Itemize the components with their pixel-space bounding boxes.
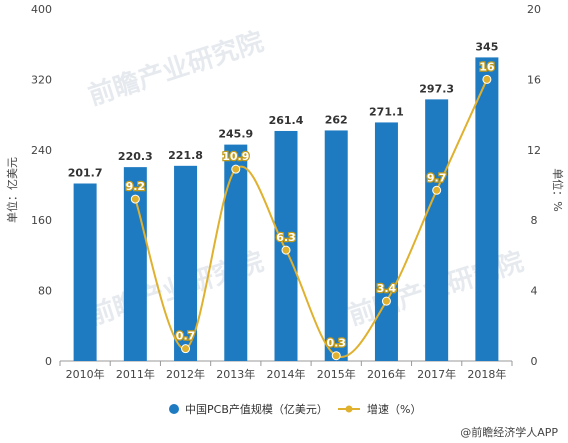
line-value-label: 9.7 [427,171,447,184]
bar [224,144,248,361]
y-tick-label: 240 [31,144,52,157]
x-tick-label: 2011年 [116,367,155,381]
line-point [231,164,241,174]
line-value-label: 3.4 [377,282,397,295]
line-point [181,344,191,354]
bar [374,122,398,361]
x-tick-label: 2014年 [267,367,306,381]
y2-tick-label: 4 [531,285,538,298]
bar [174,165,198,361]
y2-tick-label: 8 [531,214,538,227]
legend-bar-label: 中国PCB产值规模（亿美元） [185,402,328,416]
y-tick-label: 80 [38,285,52,298]
line-point [482,74,492,84]
line-point [381,296,391,306]
line-value-label: 6.3 [276,231,296,244]
watermark: 前瞻产业研究院 前瞻产业研究院 前瞻产业研究院 [85,26,528,332]
x-tick-label: 2012年 [166,367,205,381]
legend-line-marker [345,405,353,413]
bar-value-label: 261.4 [269,114,304,127]
bar [73,183,97,361]
x-tick-label: 2017年 [417,367,456,381]
watermark-text-1: 前瞻产业研究院 [85,26,268,112]
bar-series [73,57,499,362]
line-value-label: 16 [479,60,495,73]
x-tick-label: 2018年 [467,367,506,381]
source-credit: @前瞻经济学人APP [460,425,558,439]
legend-bar-swatch [169,404,179,414]
y-tick-label: 400 [31,3,52,16]
y-tick-label: 160 [31,214,52,227]
bar-value-label: 345 [475,40,498,53]
y2-axis-title: 单位：% [551,168,565,211]
data-labels: 201.7 220.3 221.8 245.9 261.4 262 271.1 297.3 34… [68,40,499,351]
bar-value-label: 221.8 [168,149,203,162]
bar [123,167,147,361]
line-value-label: 0.7 [176,330,196,343]
x-tick-label: 2010年 [66,367,105,381]
x-tick-label: 2013年 [216,367,255,381]
y2-tick-label: 0 [531,355,538,368]
y2-tick-label: 20 [527,3,541,16]
line-value-label: 0.3 [326,337,346,350]
bar [425,99,449,361]
legend-line-label: 增速（%） [367,402,421,416]
line-point [281,245,291,255]
y-tick-label: 320 [31,73,52,86]
legend: 中国PCB产值规模（亿美元） 增速（%） [169,402,421,416]
line-value-label: 9.2 [126,180,146,193]
bar [324,130,348,361]
bar-value-label: 297.3 [419,82,454,95]
y2-tick-label: 12 [527,144,541,157]
line-point [432,185,442,195]
y-tick-label: 0 [45,355,52,368]
y-axis-title: 单位：亿美元 [5,157,19,223]
line-point [130,194,140,204]
x-tick-label: 2015年 [317,367,356,381]
bar [475,57,499,362]
line-value-label: 10.9 [222,150,249,163]
x-tick-label: 2016年 [367,367,406,381]
y2-tick-label: 16 [527,73,541,86]
bar-value-label: 201.7 [68,167,103,180]
bar-value-label: 220.3 [118,150,153,163]
axes: 2010年 2011年 2012年 2013年 2014年 2015年 2016年 2017年… [31,3,541,381]
bar-value-label: 262 [325,113,348,126]
line-point [331,351,341,361]
line-series [130,74,492,361]
bar-value-label: 271.1 [369,105,404,118]
bar-value-label: 245.9 [218,128,253,141]
